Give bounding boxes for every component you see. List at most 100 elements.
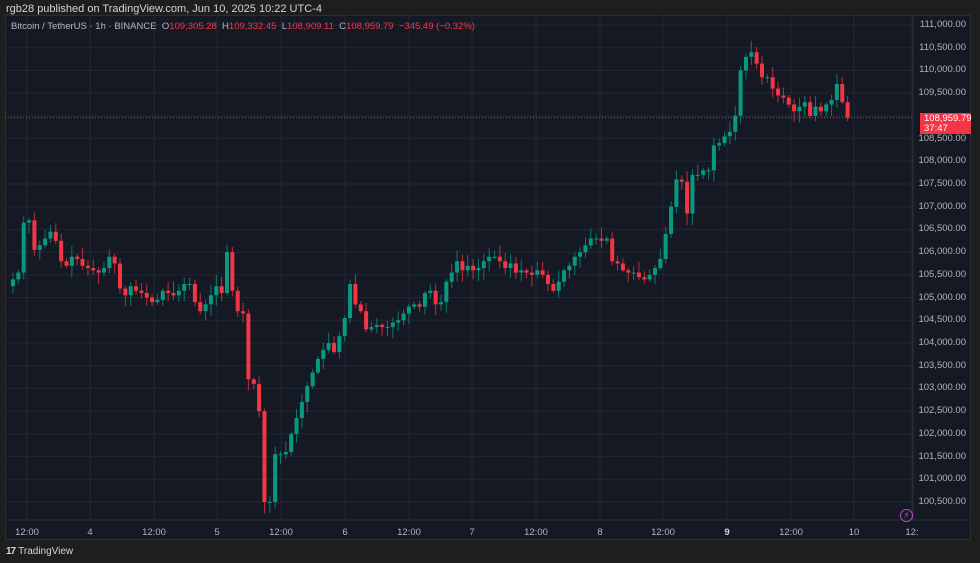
price-tick-label: 103,000.00 <box>918 382 966 394</box>
candle <box>829 94 834 117</box>
candle <box>808 96 813 119</box>
candle <box>818 102 823 116</box>
candle <box>75 253 80 266</box>
candle <box>636 261 641 280</box>
candle <box>840 76 845 105</box>
candle <box>706 167 711 180</box>
candle <box>294 409 299 443</box>
candle <box>273 446 278 509</box>
candle <box>781 87 786 104</box>
time-tick-label: 4 <box>87 527 93 538</box>
candle <box>16 269 21 284</box>
candle <box>225 244 229 296</box>
candle <box>792 98 797 123</box>
candle <box>203 299 208 321</box>
candle <box>385 320 390 337</box>
candle <box>69 245 74 278</box>
time-tick-label: 12:00 <box>524 527 548 538</box>
last-price-tag: 108,959.79 37:47 <box>920 113 972 134</box>
candle <box>465 255 470 277</box>
candle <box>401 308 406 326</box>
candle <box>32 212 37 256</box>
candle <box>118 258 122 294</box>
time-tick-label: 5 <box>214 527 220 538</box>
candle <box>626 267 631 282</box>
candle <box>139 282 144 299</box>
candle <box>96 266 101 285</box>
candle <box>449 264 454 289</box>
candle <box>535 261 540 279</box>
candle <box>471 258 476 280</box>
candle <box>208 284 213 316</box>
candle <box>690 169 695 225</box>
candle <box>786 94 791 108</box>
candle <box>380 322 385 337</box>
candle <box>513 256 518 279</box>
candle <box>21 216 26 280</box>
candle <box>834 74 839 108</box>
candle <box>37 240 42 260</box>
candle <box>305 382 310 413</box>
price-tick-label: 110,500.00 <box>919 41 966 53</box>
candle <box>455 250 460 282</box>
candle <box>727 120 732 145</box>
candle <box>567 262 572 279</box>
candle <box>123 285 128 307</box>
candle <box>278 451 283 465</box>
candle <box>754 47 759 69</box>
candle <box>738 65 743 124</box>
candle <box>578 247 583 268</box>
candle <box>722 131 727 147</box>
candle <box>321 342 326 370</box>
candle <box>428 284 433 299</box>
candle <box>679 175 684 190</box>
tradingview-logo: 17 TradingView <box>6 546 73 557</box>
candle <box>406 304 411 325</box>
time-tick-label: 7 <box>469 527 475 538</box>
candle <box>315 356 320 375</box>
candle <box>91 259 96 275</box>
price-tick-label: 106,000.00 <box>918 246 966 258</box>
price-tick-label: 107,500.00 <box>918 178 966 189</box>
candle <box>171 281 176 301</box>
candle <box>396 311 401 331</box>
candle <box>192 279 197 307</box>
candle <box>107 249 112 274</box>
candle <box>353 274 358 308</box>
price-tick-label: 102,500.00 <box>918 405 966 417</box>
candle <box>551 278 556 293</box>
candle <box>417 300 422 312</box>
candle <box>594 233 599 245</box>
candle <box>743 53 748 80</box>
time-tick-label: 12:00 <box>397 527 421 538</box>
candle <box>669 201 674 239</box>
candle <box>246 308 251 391</box>
brand-name: TradingView <box>18 546 74 557</box>
candle <box>166 282 171 302</box>
time-tick-label: 12:00 <box>269 527 293 538</box>
candle <box>529 266 534 287</box>
time-tick-label: 8 <box>597 527 603 538</box>
candle <box>503 252 508 274</box>
candle <box>556 270 561 298</box>
candlestick-chart[interactable] <box>5 15 971 540</box>
candle <box>615 255 620 271</box>
candle <box>80 247 85 270</box>
candle <box>439 295 443 311</box>
candle <box>27 217 32 234</box>
low-value: 108,909.11 <box>287 21 334 32</box>
ohlc-legend: Bitcoin / TetherUS · 1h · BINANCE O109,3… <box>11 21 475 32</box>
candle <box>572 252 577 275</box>
symbol-label[interactable]: Bitcoin / TetherUS · 1h · BINANCE <box>11 21 157 32</box>
candle <box>251 377 256 390</box>
candle <box>214 275 219 306</box>
price-tick-label: 100,500.00 <box>918 496 966 507</box>
candle <box>364 303 369 333</box>
candle <box>310 369 315 389</box>
candle <box>101 261 106 277</box>
candle <box>620 258 625 273</box>
candle <box>444 278 449 313</box>
lightning-icon[interactable]: ⚡︎ <box>900 509 913 522</box>
candle <box>599 227 604 249</box>
candle <box>733 106 738 141</box>
